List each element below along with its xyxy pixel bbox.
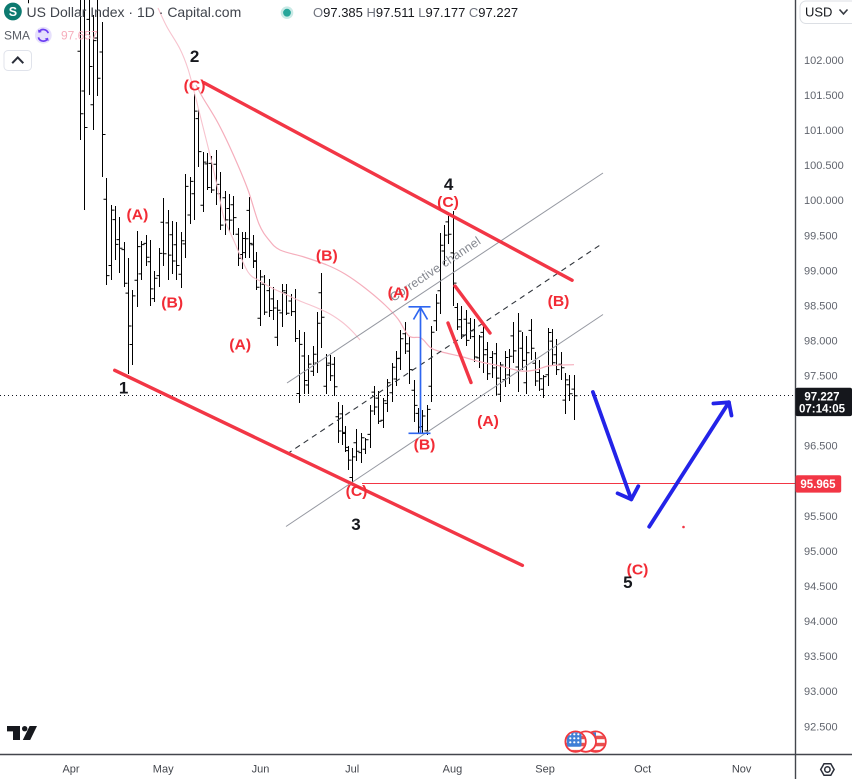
svg-text:(C): (C)	[437, 194, 459, 211]
svg-text:98.500: 98.500	[804, 300, 838, 312]
svg-text:S: S	[9, 5, 17, 19]
svg-text:(A): (A)	[127, 206, 149, 223]
svg-text:2: 2	[190, 47, 199, 66]
svg-text:100.000: 100.000	[804, 195, 844, 207]
svg-text:Jun: Jun	[252, 764, 270, 776]
svg-text:(A): (A)	[229, 336, 251, 353]
svg-text:(C): (C)	[627, 561, 649, 578]
svg-text:Oct: Oct	[634, 764, 651, 776]
svg-text:99.000: 99.000	[804, 265, 838, 277]
svg-text:92.500: 92.500	[804, 721, 838, 733]
svg-text:97.500: 97.500	[804, 371, 838, 383]
svg-text:(B): (B)	[161, 295, 183, 312]
svg-text:SMA: SMA	[4, 29, 30, 43]
svg-text:USD: USD	[805, 5, 832, 20]
svg-text:99.500: 99.500	[804, 230, 838, 242]
svg-text:07:14:05: 07:14:05	[799, 404, 846, 416]
svg-text:100.500: 100.500	[804, 160, 844, 172]
svg-text:5: 5	[623, 573, 632, 592]
svg-text:93.500: 93.500	[804, 651, 838, 663]
svg-text:102.000: 102.000	[804, 55, 844, 67]
svg-text:(B): (B)	[316, 247, 338, 264]
svg-text:Aug: Aug	[443, 764, 463, 776]
svg-text:97.227: 97.227	[804, 391, 839, 403]
svg-text:(B): (B)	[414, 436, 436, 453]
svg-text:1: 1	[119, 379, 128, 398]
svg-text:101.500: 101.500	[804, 90, 844, 102]
svg-text:96.500: 96.500	[804, 441, 838, 453]
svg-text:101.000: 101.000	[804, 125, 844, 137]
svg-text:95.000: 95.000	[804, 546, 838, 558]
svg-text:95.500: 95.500	[804, 511, 838, 523]
svg-text:US Dollar Index · 1D · Capital: US Dollar Index · 1D · Capital.com	[27, 4, 242, 20]
svg-text:O97.385 H97.511 L97.177 C97.22: O97.385 H97.511 L97.177 C97.227	[313, 5, 518, 20]
svg-text:(C): (C)	[184, 78, 206, 95]
svg-text:3: 3	[351, 515, 360, 534]
svg-text:Apr: Apr	[62, 764, 79, 776]
svg-text:Nov: Nov	[732, 764, 752, 776]
svg-text:(B): (B)	[548, 293, 570, 310]
svg-text:4: 4	[444, 175, 454, 194]
svg-text:97.657: 97.657	[61, 29, 98, 43]
svg-text:(A): (A)	[477, 413, 499, 430]
svg-text:(C): (C)	[346, 483, 368, 500]
svg-text:Sep: Sep	[535, 764, 555, 776]
svg-text:94.500: 94.500	[804, 581, 838, 593]
svg-text:94.000: 94.000	[804, 616, 838, 628]
svg-text:98.000: 98.000	[804, 336, 838, 348]
svg-text:95.965: 95.965	[800, 479, 836, 491]
svg-text:Jul: Jul	[345, 764, 359, 776]
svg-text:May: May	[153, 764, 174, 776]
svg-text:(A): (A)	[388, 284, 410, 301]
svg-text:93.000: 93.000	[804, 686, 838, 698]
